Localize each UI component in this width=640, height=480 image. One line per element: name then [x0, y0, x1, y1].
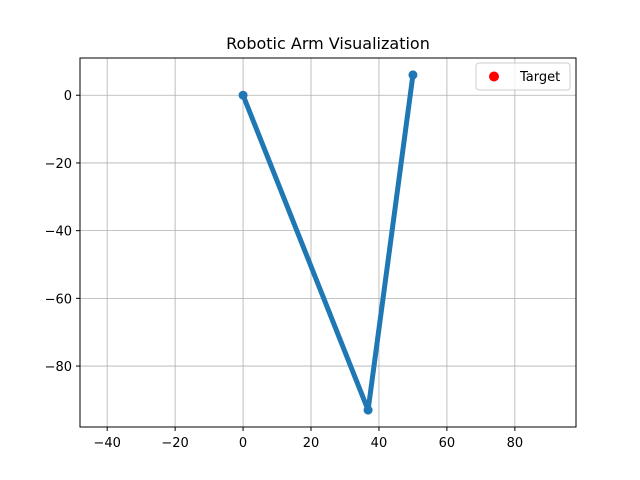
legend-marker-target	[489, 71, 499, 82]
chart-title: Robotic Arm Visualization	[226, 34, 430, 53]
x-tick-label: 20	[303, 436, 320, 451]
x-tick-label: 80	[507, 436, 524, 451]
legend: Target	[475, 62, 571, 91]
y-tick-label: −40	[45, 225, 72, 240]
x-tick-label: −40	[93, 436, 120, 451]
data-series	[238, 70, 418, 415]
x-tick-label: 60	[439, 436, 456, 451]
arm-joint-point	[363, 405, 373, 415]
y-tick-label: −60	[45, 292, 72, 307]
y-axis-ticks: 0 −20 −40 −60 −80	[45, 89, 80, 375]
y-tick-label: −80	[45, 360, 72, 375]
y-tick-label: −20	[45, 157, 72, 172]
arm-joint-point	[408, 70, 418, 80]
legend-box	[475, 62, 571, 91]
x-tick-label: −20	[161, 436, 188, 451]
grid-lines	[80, 58, 576, 427]
arm-joint-point	[238, 90, 248, 100]
x-tick-label: 40	[371, 436, 388, 451]
x-axis-ticks: −40 −20 0 20 40 60 80	[93, 427, 523, 451]
y-tick-label: 0	[64, 89, 72, 104]
axes-frame	[79, 57, 577, 428]
x-tick-label: 0	[239, 436, 247, 451]
legend-label-target: Target	[519, 70, 560, 85]
